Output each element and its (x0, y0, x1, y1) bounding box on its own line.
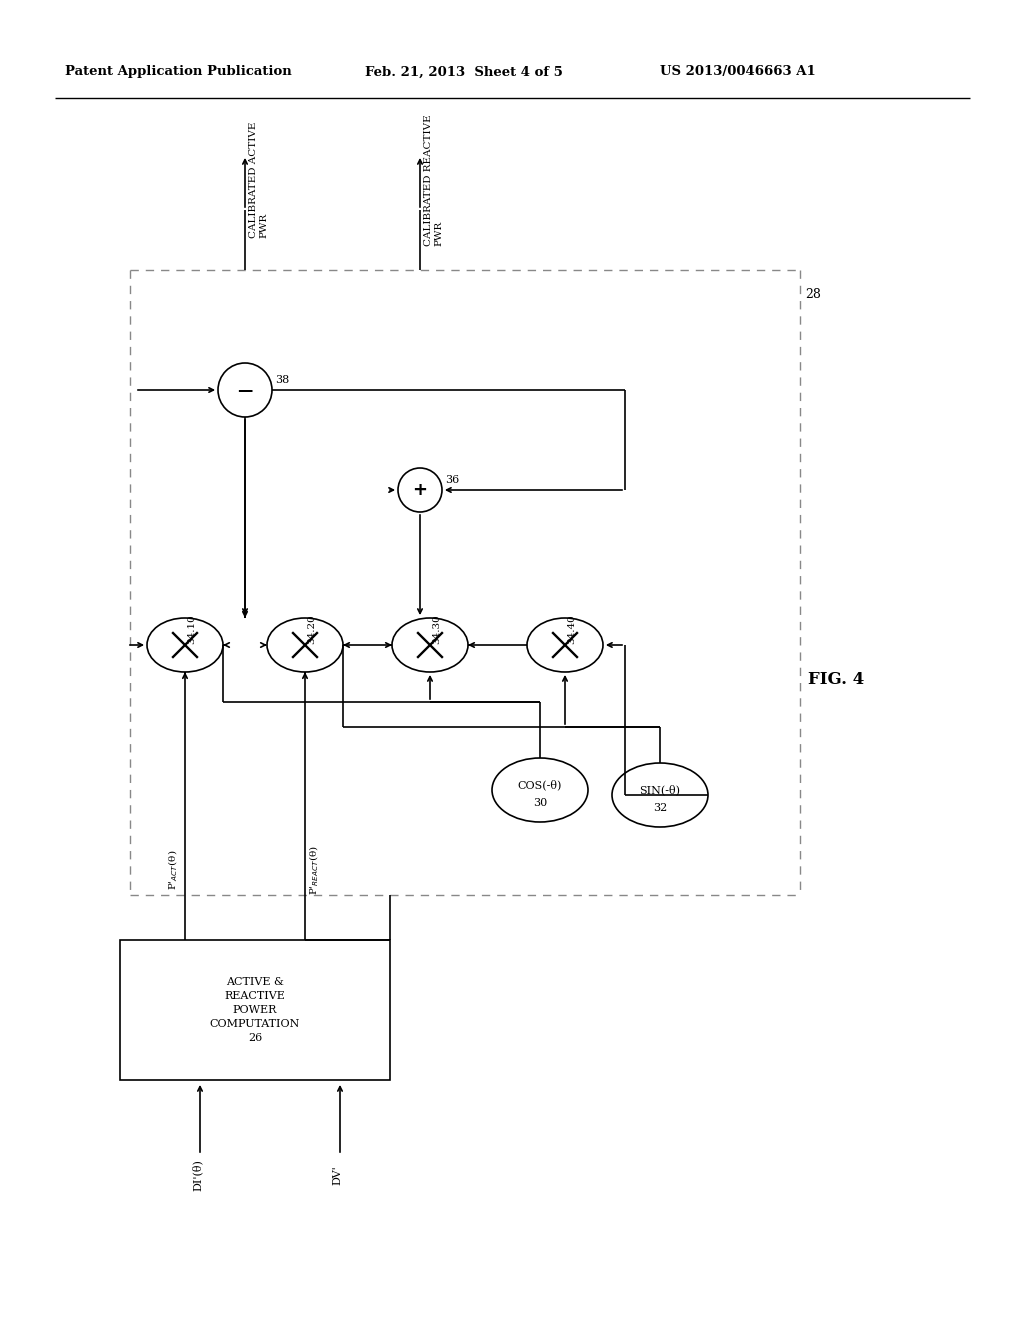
Text: CALIBRATED REACTIVE
PWR: CALIBRATED REACTIVE PWR (424, 115, 443, 246)
Text: 34.40: 34.40 (567, 614, 575, 644)
Text: 36: 36 (445, 475, 459, 484)
Text: —: — (238, 383, 253, 397)
Text: 34.20: 34.20 (307, 614, 316, 644)
Text: P'$_{REACT}$(θ): P'$_{REACT}$(θ) (307, 845, 321, 895)
Text: US 2013/0046663 A1: US 2013/0046663 A1 (660, 66, 816, 78)
Text: 34.10: 34.10 (187, 614, 196, 644)
Text: 30: 30 (532, 799, 547, 808)
Text: 38: 38 (275, 375, 289, 385)
Text: FIG. 4: FIG. 4 (808, 672, 864, 689)
Text: DV': DV' (332, 1166, 342, 1185)
Text: COS(-θ): COS(-θ) (518, 780, 562, 791)
Text: 28: 28 (805, 289, 821, 301)
Text: +: + (413, 480, 427, 499)
Text: P'$_{ACT}$(θ): P'$_{ACT}$(θ) (166, 850, 180, 890)
Text: DI'(θ): DI'(θ) (191, 1159, 203, 1191)
Text: CALIBRATED ACTIVE
PWR: CALIBRATED ACTIVE PWR (249, 121, 268, 238)
Text: Feb. 21, 2013  Sheet 4 of 5: Feb. 21, 2013 Sheet 4 of 5 (365, 66, 563, 78)
Text: SIN(-θ): SIN(-θ) (640, 784, 681, 796)
Text: ACTIVE &
REACTIVE
POWER
COMPUTATION
26: ACTIVE & REACTIVE POWER COMPUTATION 26 (210, 977, 300, 1043)
Text: Patent Application Publication: Patent Application Publication (65, 66, 292, 78)
Text: 34.30: 34.30 (432, 614, 441, 644)
Text: 32: 32 (653, 803, 667, 813)
